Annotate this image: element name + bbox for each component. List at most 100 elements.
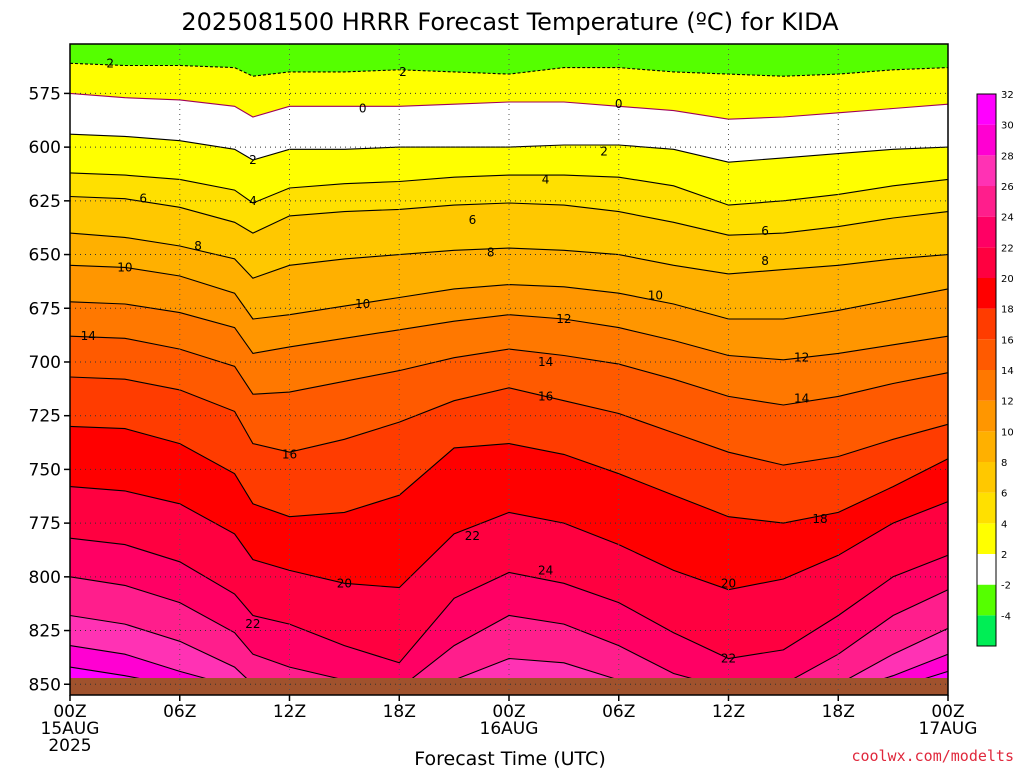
x-tick-label: 00Z bbox=[53, 702, 86, 722]
chart-title: 2025081500 HRRR Forecast Temperature (ºC… bbox=[181, 8, 839, 36]
colorbar-swatch bbox=[977, 615, 996, 646]
colorbar-label: 6 bbox=[1001, 489, 1007, 500]
contour-label: 2 bbox=[106, 56, 114, 70]
contour-label: 4 bbox=[249, 194, 257, 208]
contour-label: 4 bbox=[542, 172, 550, 186]
colorbar-swatch bbox=[977, 278, 996, 309]
colorbar-swatch bbox=[977, 462, 996, 493]
contour-label: 10 bbox=[117, 260, 132, 274]
colorbar-label: 20 bbox=[1001, 274, 1014, 285]
isotherm-6 bbox=[69, 195, 949, 236]
isotherm-14 bbox=[69, 335, 949, 406]
colorbar-label: 22 bbox=[1001, 243, 1014, 254]
contour-label: 24 bbox=[538, 563, 553, 577]
colorbar-swatch bbox=[977, 370, 996, 401]
x-tick-label: 12Z bbox=[273, 702, 306, 722]
contour-label: 10 bbox=[355, 297, 370, 311]
isotherm-4 bbox=[69, 172, 949, 206]
colorbar-swatch bbox=[977, 155, 996, 186]
contour-label: 6 bbox=[139, 192, 147, 206]
contour-label: 18 bbox=[812, 512, 827, 526]
contour-label: 22 bbox=[721, 651, 736, 665]
contour-label: 20 bbox=[721, 576, 736, 590]
colorbar-swatch bbox=[977, 339, 996, 370]
colorbar-swatch bbox=[977, 94, 996, 125]
x-axis-label: Forecast Time (UTC) bbox=[414, 748, 605, 768]
contour-label: 0 bbox=[359, 101, 367, 115]
contour-label: 22 bbox=[465, 529, 480, 543]
colorbar-swatch bbox=[977, 554, 996, 585]
colorbar-label: 4 bbox=[1001, 519, 1007, 530]
credit-text: coolwx.com/modelts bbox=[851, 747, 1014, 765]
temperature-band-24 bbox=[70, 576, 948, 695]
colorbar-label: 28 bbox=[1001, 151, 1014, 162]
colorbar-label: 18 bbox=[1001, 305, 1014, 316]
contour-label: 2 bbox=[399, 65, 407, 79]
x-tick-label: 12Z bbox=[712, 702, 745, 722]
colorbar-swatch bbox=[977, 431, 996, 462]
contour-label: 16 bbox=[538, 389, 553, 403]
colorbar-label: 10 bbox=[1001, 427, 1014, 438]
y-tick-label: 650 bbox=[29, 246, 61, 266]
contour-label: 8 bbox=[487, 245, 495, 259]
x-tick-label: 18Z bbox=[383, 702, 416, 722]
contour-label: 20 bbox=[337, 576, 352, 590]
colorbar-label: 12 bbox=[1001, 397, 1014, 408]
contour-label: 8 bbox=[194, 239, 202, 253]
colorbar-swatch bbox=[977, 400, 996, 432]
y-tick-label: 675 bbox=[29, 299, 61, 319]
y-tick-label: 725 bbox=[29, 407, 61, 427]
colorbar-label: 2 bbox=[1001, 550, 1007, 561]
colorbar-label: 8 bbox=[1001, 458, 1007, 469]
colorbar-label: 26 bbox=[1001, 182, 1014, 193]
y-tick-label: 600 bbox=[29, 138, 61, 158]
y-tick-label: 775 bbox=[29, 514, 61, 534]
contour-label: 0 bbox=[615, 97, 623, 111]
y-tick-label: 750 bbox=[29, 460, 61, 480]
x-tick-label: 18Z bbox=[822, 702, 855, 722]
colorbar-label: 32 bbox=[1001, 90, 1014, 101]
y-tick-label: 575 bbox=[29, 84, 61, 104]
colorbar-label: 16 bbox=[1001, 335, 1014, 346]
colorbar-label: -4 bbox=[1001, 611, 1011, 622]
contour-label: 22 bbox=[245, 617, 260, 631]
y-tick-label: 800 bbox=[29, 568, 61, 588]
contour-label: 14 bbox=[794, 392, 809, 406]
colorbar-swatch bbox=[977, 216, 996, 248]
y-tick-label: 625 bbox=[29, 192, 61, 212]
contour-label: 6 bbox=[469, 213, 477, 227]
isotherm-2 bbox=[69, 133, 949, 163]
y-tick-label: 850 bbox=[29, 675, 61, 695]
contour-label: 2 bbox=[249, 153, 257, 167]
isotherm-16 bbox=[69, 376, 949, 466]
x-tick-label: 00Z bbox=[931, 702, 964, 722]
colorbar-label: 30 bbox=[1001, 121, 1014, 132]
colorbar-swatch bbox=[977, 308, 996, 340]
x-tick-label: 00Z bbox=[492, 702, 525, 722]
x-tick-label: 15AUG bbox=[41, 719, 100, 739]
colorbar-label: 24 bbox=[1001, 213, 1014, 224]
contour-label: 12 bbox=[794, 351, 809, 365]
x-tick-label: 16AUG bbox=[480, 719, 539, 739]
isotherm-20 bbox=[69, 486, 949, 591]
colorbar-swatch bbox=[977, 124, 996, 156]
colorbar-label: -2 bbox=[1001, 581, 1011, 592]
x-tick-label: 06Z bbox=[602, 702, 635, 722]
isotherm-12 bbox=[69, 301, 949, 361]
isotherm-10 bbox=[69, 264, 949, 320]
colorbar-swatch bbox=[977, 247, 996, 278]
colorbar-label: 14 bbox=[1001, 366, 1014, 377]
ground-strip bbox=[70, 678, 948, 695]
contour-label: 14 bbox=[538, 355, 553, 369]
y-tick-label: 825 bbox=[29, 622, 61, 642]
colorbar-swatch bbox=[977, 584, 996, 616]
isotherm-8 bbox=[69, 232, 949, 279]
contour-label: 2 bbox=[600, 144, 608, 158]
x-tick-label: 17AUG bbox=[919, 719, 978, 739]
isotherm-18 bbox=[69, 425, 949, 524]
contour-label: 14 bbox=[81, 329, 96, 343]
y-tick-label: 700 bbox=[29, 353, 61, 373]
x-tick-label: 06Z bbox=[163, 702, 196, 722]
